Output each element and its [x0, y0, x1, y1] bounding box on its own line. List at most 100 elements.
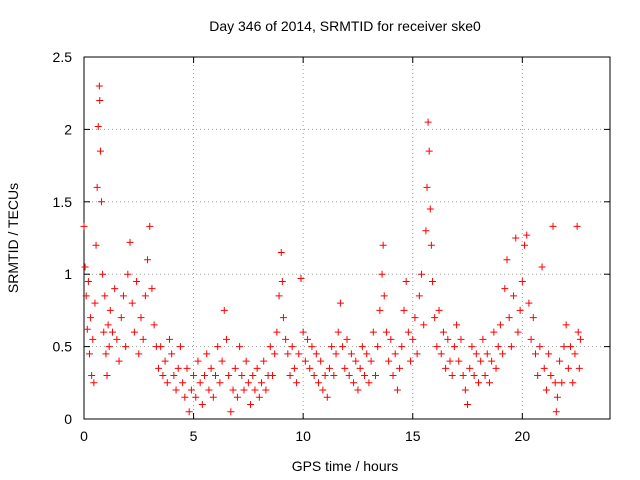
data-point-0-99 [268, 372, 276, 380]
data-point-0-60 [183, 364, 191, 372]
data-point-0-202 [483, 350, 491, 358]
data-point-0-43 [146, 222, 154, 230]
data-point-0-133 [341, 364, 349, 372]
grid [84, 57, 610, 419]
data-point-0-187 [450, 343, 458, 351]
data-point-0-66 [196, 379, 204, 387]
data-point-0-193 [464, 401, 472, 409]
data-point-0-79 [225, 372, 233, 380]
data-point-0-149 [376, 306, 384, 314]
data-point-0-76 [218, 357, 226, 365]
data-point-0-210 [501, 285, 509, 293]
data-point-0-236 [556, 357, 564, 365]
data-point-0-173 [424, 118, 432, 126]
data-point-0-44 [148, 285, 156, 293]
data-point-0-14 [95, 82, 103, 90]
data-point-0-103 [277, 248, 285, 256]
data-point-0-100 [271, 350, 279, 358]
data-point-0-85 [238, 372, 246, 380]
data-point-0-145 [367, 357, 375, 365]
data-point-0-1 [81, 263, 89, 271]
plot-border [83, 56, 611, 420]
data-point-0-230 [545, 350, 553, 358]
data-point-0-110 [290, 364, 298, 372]
data-point-0-88 [244, 379, 252, 387]
x-tick-label-0: 0 [80, 428, 88, 444]
data-point-0-141 [358, 343, 366, 351]
data-point-0-89 [247, 401, 255, 409]
data-point-0-139 [354, 386, 362, 394]
data-point-0-15 [96, 96, 104, 104]
data-point-0-68 [201, 372, 209, 380]
data-point-0-104 [278, 277, 286, 285]
data-point-0-63 [190, 372, 198, 380]
data-point-0-54 [170, 372, 178, 380]
data-point-0-114 [299, 328, 307, 336]
y-tick-label-2: 1 [64, 266, 72, 282]
data-point-0-135 [345, 372, 353, 380]
data-point-0-39 [137, 314, 145, 322]
data-point-0-211 [503, 256, 511, 264]
data-point-0-57 [176, 343, 184, 351]
data-point-0-134 [343, 335, 351, 343]
data-point-0-216 [514, 328, 522, 336]
data-point-0-65 [194, 357, 202, 365]
data-point-0-96 [262, 386, 270, 394]
data-point-0-55 [172, 386, 180, 394]
data-point-0-241 [567, 343, 575, 351]
data-point-0-83 [233, 393, 241, 401]
data-point-0-147 [371, 372, 379, 380]
x-tick-label-2: 10 [295, 428, 311, 444]
data-point-0-150 [378, 270, 386, 278]
data-point-0-137 [350, 379, 358, 387]
data-point-0-6 [87, 314, 95, 322]
data-point-0-18 [99, 270, 107, 278]
data-point-0-25 [106, 306, 114, 314]
data-point-0-105 [279, 314, 287, 322]
data-point-0-175 [426, 205, 434, 213]
data-point-0-38 [135, 350, 143, 358]
data-point-0-129 [332, 350, 340, 358]
data-point-0-50 [161, 357, 169, 365]
data-point-0-56 [174, 364, 182, 372]
data-point-0-26 [108, 328, 116, 336]
data-point-0-166 [411, 314, 419, 322]
data-point-0-34 [126, 238, 134, 246]
data-point-0-102 [275, 292, 283, 300]
data-point-0-244 [573, 222, 581, 230]
data-point-0-51 [163, 379, 171, 387]
data-point-0-42 [144, 256, 152, 264]
data-point-0-201 [481, 372, 489, 380]
data-point-0-87 [242, 357, 250, 365]
data-point-0-233 [551, 379, 559, 387]
data-point-0-35 [128, 299, 136, 307]
data-point-0-64 [192, 393, 200, 401]
data-point-0-182 [439, 328, 447, 336]
data-point-0-0 [80, 222, 88, 230]
data-point-0-59 [181, 393, 189, 401]
data-point-0-27 [111, 285, 119, 293]
data-point-0-148 [374, 343, 382, 351]
y-tick-label-3: 1.5 [53, 194, 73, 210]
data-point-0-208 [496, 321, 504, 329]
data-point-0-112 [295, 350, 303, 358]
data-point-0-93 [255, 393, 263, 401]
data-point-0-158 [393, 386, 401, 394]
data-point-0-21 [102, 350, 110, 358]
data-point-0-17 [98, 198, 106, 206]
data-point-0-180 [435, 306, 443, 314]
data-point-0-132 [339, 343, 347, 351]
data-point-0-70 [205, 386, 213, 394]
data-point-0-49 [159, 372, 167, 380]
data-point-0-10 [91, 299, 99, 307]
data-point-0-247 [576, 335, 584, 343]
y-tick-label-0: 0 [64, 411, 72, 427]
data-point-0-218 [518, 277, 526, 285]
data-point-0-74 [214, 343, 222, 351]
data-point-0-31 [119, 292, 127, 300]
data-point-0-118 [308, 343, 316, 351]
data-point-0-178 [431, 314, 439, 322]
data-point-0-225 [534, 372, 542, 380]
data-point-0-131 [336, 299, 344, 307]
data-point-0-153 [382, 328, 390, 336]
